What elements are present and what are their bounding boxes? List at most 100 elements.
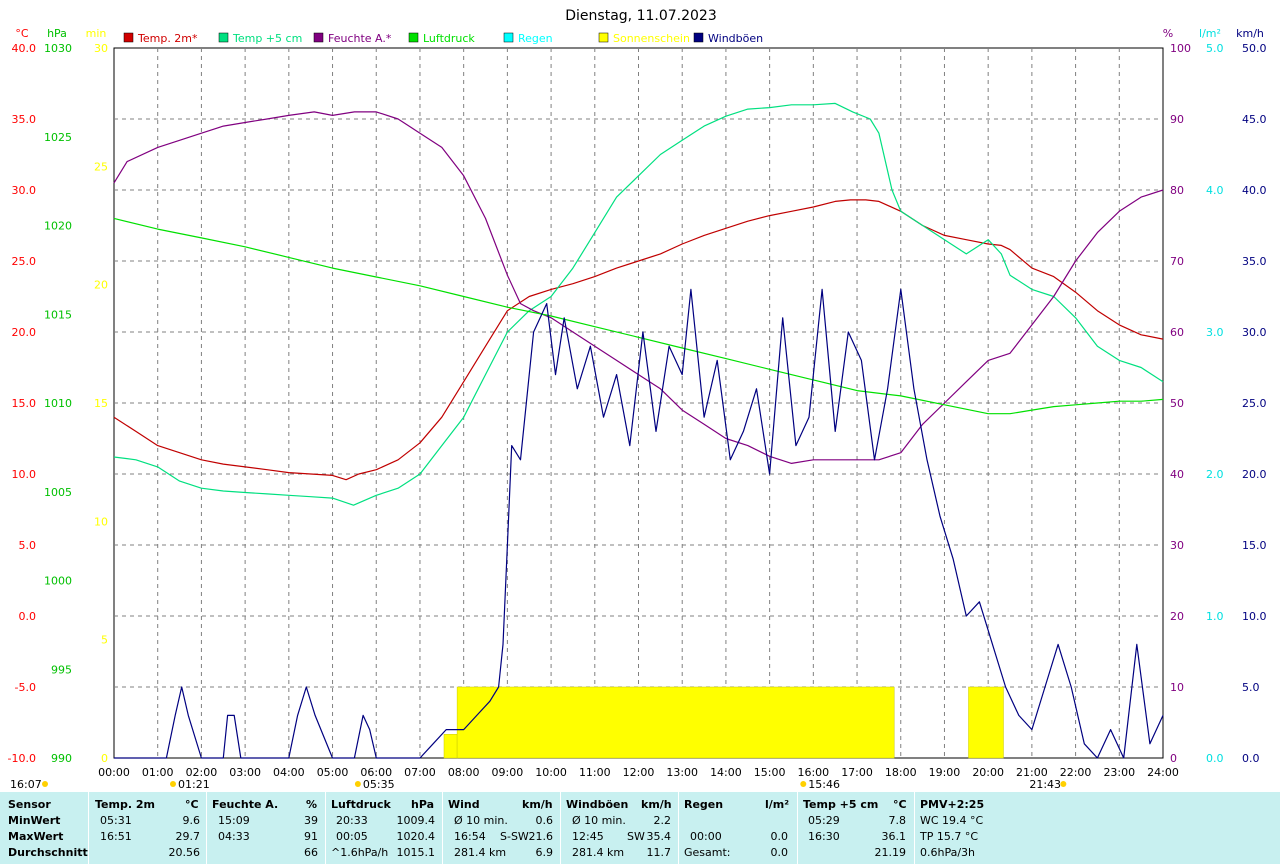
axis-tick-wind: 0.0 [1242, 752, 1260, 765]
time-marker: 01:21 [178, 778, 210, 791]
x-tick-label: 01:00 [142, 766, 174, 779]
pmv-trend: 0.6hPa/3h [920, 846, 976, 859]
legend-swatch [218, 32, 229, 43]
axis-tick-rain: 4.0 [1206, 184, 1224, 197]
axis-tick-pressure: 1010 [44, 397, 72, 410]
axis-tick-humidity: 90 [1170, 113, 1184, 126]
axis-tick-pressure: 1015 [44, 308, 72, 321]
x-tick-label: 06:00 [360, 766, 392, 779]
statistics-panel: Sensor Temp. 2m °C Feuchte A. % Luftdruc… [0, 792, 1280, 864]
x-tick-label: 16:00 [797, 766, 829, 779]
legend-entry: Temp +5 cm [232, 32, 302, 45]
legend-entry: Temp. 2m* [137, 32, 198, 45]
x-tick-label: 18:00 [885, 766, 917, 779]
press-min-value: 1009.4 [396, 814, 436, 827]
gust-max-time: 12:45 [572, 830, 604, 843]
x-tick-label: 13:00 [666, 766, 698, 779]
time-marker-dot [42, 781, 48, 787]
gust-max-value: 35.4 [646, 830, 672, 843]
axis-tick-humidity: 80 [1170, 184, 1184, 197]
axis-tick-temp: 0.0 [19, 610, 37, 623]
axis-tick-humidity: 40 [1170, 468, 1184, 481]
legend-swatch [503, 32, 514, 43]
wind-avg10-label: Ø 10 min. [454, 814, 508, 827]
axis-unit-temp: °C [15, 27, 29, 40]
axis-tick-humidity: 60 [1170, 326, 1184, 339]
axis-tick-wind: 50.0 [1242, 42, 1267, 55]
axis-tick-humidity: 20 [1170, 610, 1184, 623]
x-tick-label: 19:00 [929, 766, 961, 779]
axis-tick-humidity: 10 [1170, 681, 1184, 694]
hum-min-time: 15:09 [218, 814, 250, 827]
axis-tick-wind: 10.0 [1242, 610, 1267, 623]
pmv-windchill: WC 19.4 °C [920, 814, 984, 827]
press-max-value: 1020.4 [396, 830, 436, 843]
axis-tick-temp: 20.0 [12, 326, 37, 339]
stats-header-temp-unit: °C [185, 798, 199, 811]
x-tick-label: 08:00 [448, 766, 480, 779]
axis-tick-wind: 40.0 [1242, 184, 1267, 197]
stats-header-temp5: Temp +5 cm [803, 798, 879, 811]
temp5-max-time: 16:30 [808, 830, 840, 843]
axis-unit-wind: km/h [1236, 27, 1264, 40]
rain-time: 00:00 [690, 830, 722, 843]
axis-tick-temp: 40.0 [12, 42, 37, 55]
axis-tick-humidity: 0 [1170, 752, 1177, 765]
axis-tick-temp: -5.0 [15, 681, 36, 694]
stats-header-gust-unit: km/h [641, 798, 672, 811]
axis-tick-humidity: 50 [1170, 397, 1184, 410]
axis-tick-humidity: 70 [1170, 255, 1184, 268]
hum-max-time: 04:33 [218, 830, 250, 843]
time-marker: 21:43 [1029, 778, 1061, 791]
axis-unit-sunshine: min [86, 27, 107, 40]
temp5-avg-value: 21.19 [874, 846, 907, 859]
temp-max-time: 16:51 [100, 830, 132, 843]
series-line-windb-en [114, 288, 1164, 759]
series-line-temp-2m- [113, 199, 1164, 481]
axis-tick-rain: 1.0 [1206, 610, 1224, 623]
axis-tick-sunshine: 25 [94, 160, 108, 173]
stats-header-press-unit: hPa [411, 798, 435, 811]
gust-distance: 281.4 km [572, 846, 625, 859]
x-tick-label: 20:00 [972, 766, 1004, 779]
axis-tick-pressure: 990 [51, 752, 72, 765]
legend-entry: Sonnenschein [613, 32, 690, 45]
axis-tick-rain: 0.0 [1206, 752, 1224, 765]
press-avg-value: 1015.1 [396, 846, 436, 859]
hum-min-value: 39 [304, 814, 318, 827]
axis-tick-rain: 5.0 [1206, 42, 1224, 55]
wind-avg-value: 6.9 [535, 846, 554, 859]
press-min-time: 20:33 [336, 814, 368, 827]
axis-tick-pressure: 1020 [44, 220, 72, 233]
gust-avg-value: 11.7 [646, 846, 672, 859]
stats-header-pmv: PMV+2:25 [920, 798, 985, 811]
axis-unit-rain: l/m² [1199, 27, 1221, 40]
stats-header-rain: Regen [684, 798, 724, 811]
temp5-min-time: 05:29 [808, 814, 840, 827]
x-tick-label: 11:00 [579, 766, 611, 779]
x-tick-label: 05:00 [317, 766, 349, 779]
sunshine-bar [456, 686, 895, 759]
temp-avg-value: 20.56 [168, 846, 201, 859]
sunshine-bar [968, 686, 1004, 759]
axis-tick-temp: 10.0 [12, 468, 37, 481]
time-marker-dot [800, 781, 807, 787]
rain-total-label: Gesamt: [684, 846, 731, 859]
axis-tick-temp: -10.0 [8, 752, 36, 765]
axis-tick-pressure: 995 [51, 663, 72, 676]
gust-avg10-label: Ø 10 min. [572, 814, 626, 827]
stats-header-gust: Windböen [566, 798, 629, 811]
stats-label-max: MaxWert [8, 830, 64, 843]
x-tick-label: 00:00 [98, 766, 130, 779]
axis-tick-pressure: 1030 [44, 42, 72, 55]
stats-header-sensor: Sensor [8, 798, 51, 811]
series-line-luftdruck [113, 217, 1164, 415]
axis-tick-wind: 20.0 [1242, 468, 1267, 481]
axis-tick-sunshine: 5 [101, 634, 108, 647]
axis-tick-humidity: 100 [1170, 42, 1191, 55]
temp-min-time: 05:31 [100, 814, 132, 827]
wind-distance: 281.4 km [454, 846, 507, 859]
axis-tick-sunshine: 0 [101, 752, 108, 765]
axis-tick-temp: 30.0 [12, 184, 37, 197]
wind-avg10-value: 0.6 [535, 814, 554, 827]
